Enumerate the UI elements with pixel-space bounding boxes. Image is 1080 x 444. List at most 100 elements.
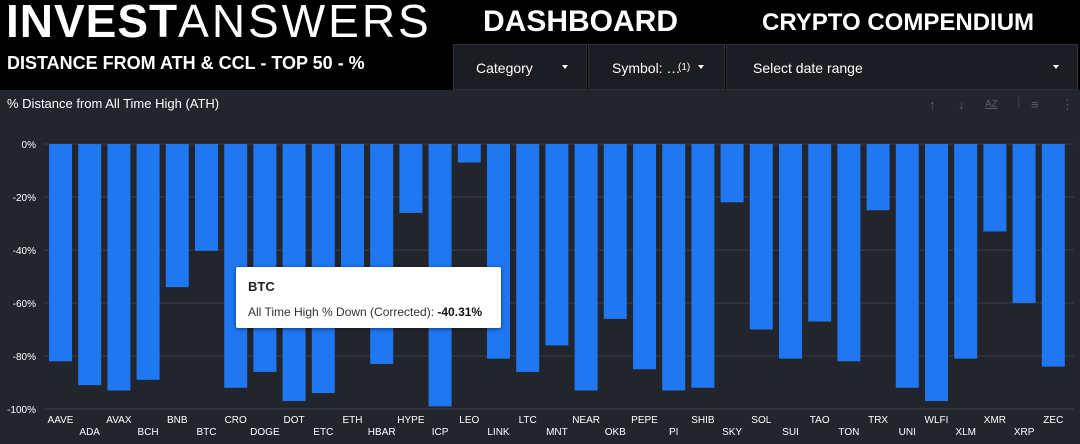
x-tick-label: NEAR — [572, 415, 600, 426]
x-tick-label: TRX — [868, 415, 888, 426]
bar-pepe — [633, 144, 656, 370]
brand-bold: INVEST — [6, 0, 179, 47]
sort-descending-icon[interactable]: ↓ — [958, 97, 965, 112]
bar-shib — [691, 144, 715, 388]
category-dropdown[interactable]: Category — [453, 44, 587, 90]
x-tick-label: SOL — [751, 415, 771, 426]
y-tick-label: -80% — [13, 352, 36, 363]
bar-mnt — [545, 144, 569, 346]
x-tick-label: CRO — [225, 415, 247, 426]
bar-sui — [779, 144, 802, 359]
bar-bch — [136, 144, 160, 380]
x-tick-label: LINK — [487, 427, 510, 438]
bar-tooltip: BTC All Time High % Down (Corrected): -4… — [236, 267, 501, 328]
toolbar-divider: | — [1017, 94, 1021, 109]
bar-ada — [78, 144, 102, 386]
more-options-icon[interactable]: ⋮ — [1061, 97, 1074, 112]
x-tick-label: AAVE — [48, 415, 74, 426]
dashboard-title: DASHBOARD — [483, 5, 678, 38]
bar-btc — [195, 144, 218, 251]
top-bar — [0, 0, 1080, 44]
x-tick-label: HYPE — [397, 415, 425, 426]
x-tick-label: BTC — [197, 427, 217, 438]
caret-down-icon — [1053, 65, 1059, 69]
bar-avax — [107, 144, 131, 391]
bar-doge — [253, 144, 277, 372]
x-tick-label: TON — [838, 427, 859, 438]
compendium-title: CRYPTO COMPENDIUM — [762, 9, 1035, 36]
x-tick-label: SKY — [722, 427, 742, 438]
y-tick-label: 0% — [22, 140, 37, 151]
x-tick-label: UNI — [899, 427, 916, 438]
y-tick-label: -20% — [13, 193, 36, 204]
x-tick-label: BNB — [167, 415, 188, 426]
y-tick-label: -60% — [13, 299, 36, 310]
bar-bnb — [165, 144, 189, 288]
symbol-label: Symbol: … — [612, 60, 681, 76]
bar-wlfi — [925, 144, 948, 402]
x-tick-label: SHIB — [691, 415, 715, 426]
brand-logo: INVESTANSWERS — [6, 0, 432, 46]
y-tick-label: -40% — [13, 246, 36, 257]
bar-sky — [720, 144, 744, 203]
x-tick-label: XMR — [984, 415, 1006, 426]
x-tick-label: HBAR — [368, 427, 396, 438]
filter-icon[interactable]: ≡ — [1031, 97, 1039, 112]
bar-tao — [808, 144, 832, 322]
x-tick-label: TAO — [810, 415, 830, 426]
x-tick-label: XLM — [955, 427, 976, 438]
x-tick-label: BCH — [138, 427, 159, 438]
x-tick-label: ETH — [343, 415, 363, 426]
y-tick-label: -100% — [7, 405, 36, 416]
x-tick-label: LTC — [519, 415, 537, 426]
date-range-label: Select date range — [753, 60, 863, 76]
sort-ascending-icon[interactable]: ↑ — [929, 97, 936, 112]
x-tick-label: ETC — [313, 427, 333, 438]
x-tick-label: DOT — [284, 415, 305, 426]
date-range-picker[interactable]: Select date range — [726, 44, 1078, 90]
caret-down-icon — [562, 65, 568, 69]
tooltip-symbol: BTC — [248, 279, 275, 294]
bar-cro — [224, 144, 248, 388]
x-tick-label: DOGE — [250, 427, 280, 438]
bar-xrp — [1012, 144, 1036, 303]
bar-xlm — [954, 144, 978, 359]
bar-ltc — [516, 144, 540, 372]
bar-near — [574, 144, 598, 391]
x-tick-label: PEPE — [631, 415, 658, 426]
bar-xmr — [983, 144, 1007, 232]
bar-uni — [895, 144, 919, 388]
bar-ton — [837, 144, 861, 362]
bar-aave — [49, 144, 72, 362]
brand-light: ANSWERS — [178, 0, 432, 47]
page-subtitle: DISTANCE FROM ATH & CCL - TOP 50 - % — [7, 53, 365, 73]
tooltip-label: All Time High % Down (Corrected): — [248, 305, 438, 319]
x-tick-label: WLFI — [925, 415, 949, 426]
tooltip-line: All Time High % Down (Corrected): -40.31… — [248, 305, 482, 319]
sort-alpha-icon[interactable]: AZ — [985, 99, 998, 110]
x-tick-label: OKB — [605, 427, 626, 438]
x-tick-label: PI — [669, 427, 678, 438]
bar-sol — [749, 144, 773, 330]
x-tick-label: ZEC — [1043, 415, 1063, 426]
x-tick-label: SUI — [782, 427, 799, 438]
x-tick-label: ADA — [79, 427, 100, 438]
bar-leo — [457, 144, 481, 163]
bar-okb — [603, 144, 627, 319]
category-label: Category — [476, 60, 533, 76]
bar-zec — [1041, 144, 1065, 367]
x-tick-label: ICP — [432, 427, 449, 438]
bar-hbar — [370, 144, 394, 364]
x-tick-label: XRP — [1014, 427, 1035, 438]
bar-pi — [662, 144, 686, 391]
tooltip-value: -40.31% — [437, 305, 483, 319]
bar-hype — [399, 144, 423, 213]
chart-title: % Distance from All Time High (ATH) — [7, 96, 220, 111]
x-tick-label: MNT — [546, 427, 568, 438]
bar-trx — [866, 144, 890, 211]
symbol-count: (1) — [678, 62, 691, 73]
caret-down-icon — [698, 65, 704, 69]
symbol-dropdown[interactable]: Symbol: … (1) — [588, 44, 725, 90]
x-tick-label: LEO — [459, 415, 479, 426]
